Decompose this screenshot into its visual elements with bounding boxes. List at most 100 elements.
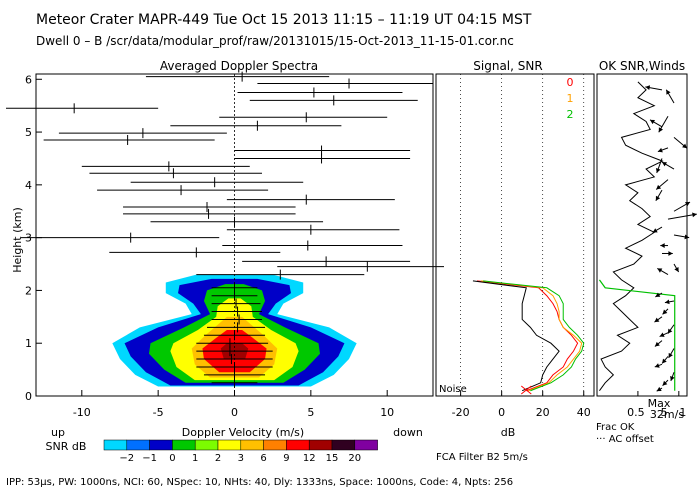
colorbar-tick-6: 6 <box>260 453 266 464</box>
xtick-label-0: 0 <box>231 406 238 419</box>
wind-barb-head-28 <box>658 127 664 133</box>
snr-frame <box>435 73 595 397</box>
wind-barb-head-4 <box>662 358 667 364</box>
wind-barb-head-9 <box>654 317 660 323</box>
ytick-label-1: 1 <box>25 337 32 350</box>
wind-barb-head-7 <box>659 332 665 337</box>
header-title: Meteor Crater MAPR-449 Tue Oct 15 2013 1… <box>36 12 532 28</box>
snr-xlabel: dB <box>501 426 516 439</box>
snr-legend-1: 1 <box>567 92 574 105</box>
wind-barb-head-18 <box>652 228 658 233</box>
colorbar-swatch-0 <box>103 439 128 451</box>
snr-legend-2: 2 <box>567 108 574 121</box>
colorbar-label: SNR dB <box>46 440 87 453</box>
snr-xtick-label-0: 0 <box>498 406 505 419</box>
noise-label: Noise <box>439 384 467 395</box>
wind-barb-head-27 <box>649 119 655 125</box>
wind-barb-head-2 <box>670 375 675 381</box>
snr-plot: -20 0 20 40 <box>452 74 591 419</box>
ytick-label-2: 2 <box>25 284 32 297</box>
max-value: 32m/s <box>650 408 684 421</box>
wind-barb-head-6 <box>654 341 660 347</box>
ytick-label-6: 6 <box>25 73 32 86</box>
up-label: up <box>51 426 65 439</box>
colorbar-tick-10: 20 <box>348 453 361 464</box>
ok-plot: 0.5 5 1 <box>598 81 697 419</box>
colorbar-tick-1: −1 <box>142 453 157 464</box>
ok-xtick-label-1: 5 <box>661 406 668 419</box>
colorbar-tick-7: 9 <box>283 453 289 464</box>
ok-xtick-label-2: 1 <box>679 406 686 419</box>
wind-barb-head-24 <box>655 167 661 173</box>
colorbar-swatch-2 <box>149 439 173 451</box>
wind-barb-head-1 <box>662 380 668 386</box>
colorbar-swatch-4 <box>194 439 219 451</box>
frac-ok-black-line <box>599 81 664 392</box>
colorbar-swatch-1 <box>126 439 150 451</box>
ytick-label-0: 0 <box>25 390 32 403</box>
ok-xtick-label-0: 0.5 <box>627 406 645 419</box>
snr-title: Signal, SNR <box>473 59 542 73</box>
colorbar-swatch-3 <box>172 439 196 451</box>
colorbar-tick-0: −2 <box>119 453 134 464</box>
ok-frame <box>596 73 688 397</box>
wind-barb-head-15 <box>668 251 673 256</box>
wind-barb-head-19 <box>692 212 697 218</box>
spectra-axes: 0 1 2 3 4 5 6 -10 -5 0 5 10 <box>25 73 394 419</box>
filter-label: FCA Filter B2 5m/s <box>436 452 528 463</box>
wind-barb-head-29 <box>666 89 671 95</box>
xtick-label-10: 10 <box>380 406 394 419</box>
wind-barb-head-12 <box>655 292 661 297</box>
colorbar-tick-8: 12 <box>303 453 316 464</box>
wind-barb-head-5 <box>668 352 673 358</box>
colorbar-tick-9: 15 <box>326 453 339 464</box>
ytick-label-3: 3 <box>25 232 32 245</box>
max-label: Max <box>648 397 671 410</box>
instrument-params: IPP: 53μs, PW: 1000ns, NCI: 60, NSpec: 1… <box>6 477 513 488</box>
colorbar-swatch-8 <box>286 439 310 451</box>
snr-xtick-label--20: -20 <box>452 406 470 419</box>
wind-barb-head-30 <box>645 85 651 91</box>
colorbar-swatch-11 <box>354 439 378 451</box>
wind-barb-19 <box>667 213 697 220</box>
snr-legend-0: 0 <box>567 76 574 89</box>
ac-offset-label: ··· AC offset <box>596 434 654 445</box>
snr-noise-marker <box>520 385 532 395</box>
colorbar-tick-2: 0 <box>169 453 175 464</box>
ytick-label-4: 4 <box>25 179 32 192</box>
spectra-lines <box>6 71 444 396</box>
snr-series-signal <box>472 280 560 392</box>
frac-ok-label: Frac OK <box>596 422 635 433</box>
xtick-label-5: 5 <box>307 406 314 419</box>
colorbar-swatch-9 <box>308 439 333 451</box>
snr-xtick-label-20: 20 <box>536 406 550 419</box>
wind-barb-head-25 <box>657 147 663 153</box>
frac-ok-green-line <box>598 279 676 391</box>
wind-barb-head-16 <box>660 243 665 248</box>
xtick-label--5: -5 <box>153 406 164 419</box>
header-dwell: Dwell 0 – B /scr/data/modular_prof/raw/2… <box>36 34 514 48</box>
ok-title: OK SNR,Winds <box>599 59 685 73</box>
wind-barb-head-8 <box>667 328 673 334</box>
snr-legend: 0 1 2 <box>567 76 574 121</box>
xtick-label--10: -10 <box>73 406 91 419</box>
wind-barb-head-13 <box>657 268 663 273</box>
colorbar-swatch-10 <box>331 439 356 451</box>
spectra-ylabel: Height (km) <box>11 207 24 273</box>
colorbar-tick-3: 1 <box>192 453 198 464</box>
down-label: down <box>393 426 423 439</box>
wind-barb-head-20 <box>685 202 691 207</box>
snr-xtick-label-40: 40 <box>577 406 591 419</box>
colorbar-tick-5: 3 <box>238 453 244 464</box>
colorbar-tick-4: 2 <box>215 453 221 464</box>
spectra-title: Averaged Doppler Spectra <box>160 59 318 73</box>
wind-barb-head-26 <box>682 143 687 149</box>
colorbar: −2 −1 0 1 2 3 6 9 12 15 20 <box>103 439 378 464</box>
wind-barb-head-10 <box>662 309 668 315</box>
wind-barb-head-0 <box>656 386 662 392</box>
wind-barb-head-14 <box>674 267 679 273</box>
colorbar-swatch-6 <box>240 439 264 451</box>
wind-barb-head-3 <box>654 363 660 368</box>
snr-series-0 <box>476 280 579 392</box>
